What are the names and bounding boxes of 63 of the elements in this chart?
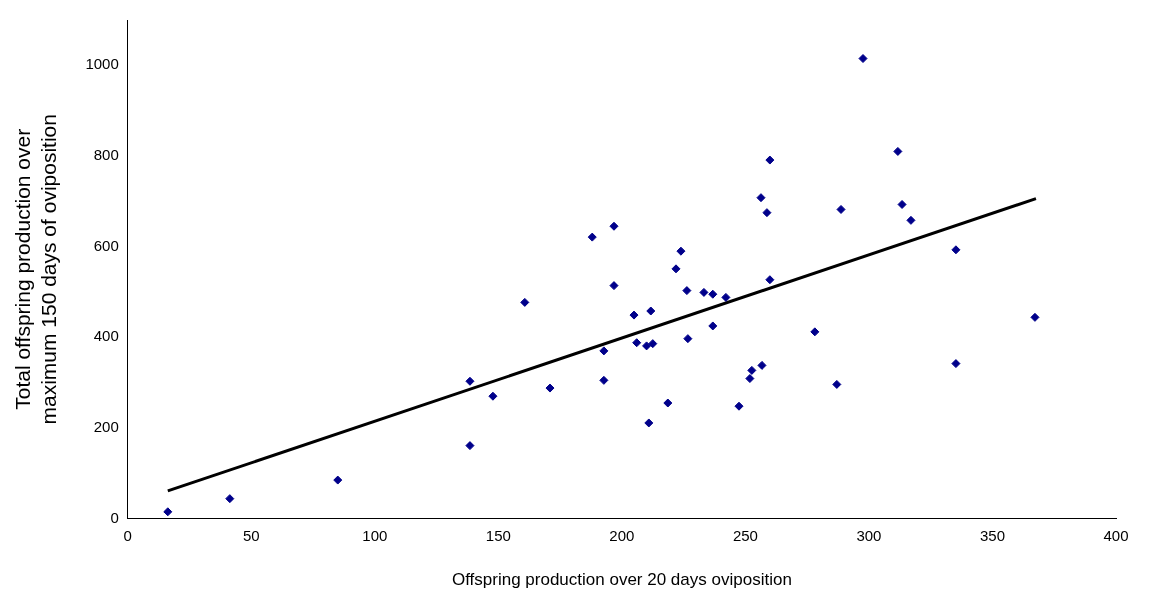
point [465,441,475,451]
point [465,376,475,386]
y-tick-label: 1000 [85,55,119,73]
point [765,155,775,165]
point [587,232,597,242]
point [520,297,530,307]
point [858,54,868,64]
x-tick-label: 0 [123,526,132,544]
point [836,204,846,214]
point [632,338,642,348]
point [599,346,609,356]
point [488,391,498,401]
point [765,275,775,285]
point [671,264,681,274]
point [163,507,173,517]
point [906,215,916,225]
x-tick-label: 50 [242,526,260,544]
point [699,287,709,297]
x-tick-label: 100 [362,526,388,544]
point [683,334,693,344]
point [648,339,658,349]
point [333,475,343,485]
point [663,398,673,408]
point [646,306,656,316]
x-tick-label: 250 [732,526,758,544]
x-tick-label: 200 [609,526,635,544]
point [897,199,907,209]
y-axis-title: Total offspring production over maximum 150 days of oviposition [11,114,60,425]
y-tick-label: 0 [110,508,119,526]
point [629,310,639,320]
point [682,286,692,296]
x-tick-label: 150 [485,526,511,544]
point [708,289,718,299]
y-tick-label: 400 [93,327,119,345]
point [734,401,744,411]
point [545,383,555,393]
point [745,374,755,384]
point [1030,312,1040,322]
x-axis-title: Offspring production over 20 days oviposition [451,570,792,590]
point [609,221,619,231]
point [762,208,772,218]
point [747,365,757,375]
point [893,146,903,156]
point [810,327,820,337]
x-tick-label: 300 [856,526,882,544]
point [644,418,654,428]
point [832,379,842,389]
point [225,494,235,504]
point [642,341,652,351]
point [599,375,609,385]
point [951,245,961,255]
point [757,360,767,370]
y-tick-label: 600 [93,236,119,254]
x-tick-label: 350 [979,526,1005,544]
point [951,359,961,369]
point [609,281,619,291]
point [708,321,718,331]
x-tick-label: 400 [1103,526,1129,544]
y-tick-label: 800 [93,146,119,164]
y-tick-label: 200 [93,418,119,436]
point [756,193,766,203]
point [676,246,686,256]
point [721,292,731,302]
